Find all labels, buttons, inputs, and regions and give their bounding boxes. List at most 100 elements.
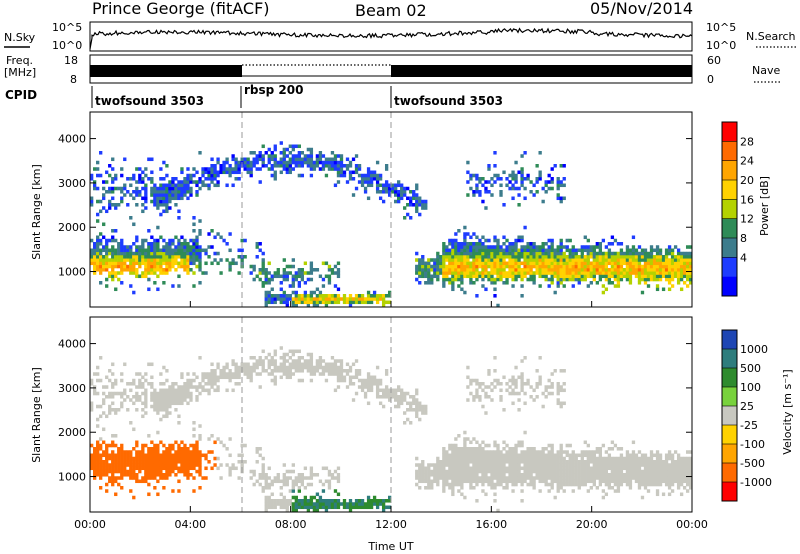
power-cell	[502, 261, 506, 266]
power-cell	[93, 242, 97, 246]
power-cell	[135, 167, 139, 171]
velocity-cell	[397, 395, 401, 399]
power-cell	[357, 300, 362, 305]
velocity-colorbar-swatch	[722, 463, 737, 483]
power-cell	[282, 151, 286, 155]
power-cell	[667, 287, 672, 292]
power-cell	[655, 287, 660, 292]
velocity-cell	[655, 489, 660, 493]
power-cell	[273, 297, 277, 301]
velocity-cell	[363, 391, 368, 396]
power-cell	[243, 255, 247, 259]
power-cell	[559, 274, 563, 279]
power-cell	[550, 264, 554, 269]
power-cell	[496, 245, 500, 249]
power-cell	[448, 242, 452, 246]
power-cell	[679, 258, 684, 262]
power-cell	[676, 258, 681, 262]
power-cell	[312, 268, 317, 272]
velocity-cell	[246, 369, 250, 373]
power-cell	[529, 242, 533, 246]
velocity-cell	[469, 453, 473, 458]
velocity-cell	[321, 365, 326, 370]
velocity-cell	[607, 460, 612, 464]
power-cell	[487, 167, 491, 171]
power-cell	[180, 170, 184, 175]
power-ytick-label: 2000	[58, 221, 86, 234]
power-cell	[586, 261, 590, 266]
velocity-cell	[360, 499, 365, 503]
velocity-cell	[586, 450, 590, 454]
velocity-cell	[174, 453, 178, 458]
velocity-cell	[454, 469, 458, 474]
power-cell	[673, 274, 678, 279]
velocity-cell	[592, 460, 596, 464]
velocity-cell	[658, 476, 663, 480]
velocity-cell	[387, 388, 392, 393]
velocity-cell	[267, 486, 271, 490]
power-cell	[201, 170, 205, 175]
velocity-cell	[604, 476, 609, 480]
power-cell	[297, 154, 301, 158]
power-cell	[472, 251, 476, 256]
power-cell	[297, 157, 301, 162]
power-cell	[595, 245, 599, 249]
velocity-cell	[276, 499, 280, 503]
power-cell	[147, 261, 151, 266]
power-cell	[631, 268, 636, 272]
power-cell	[415, 206, 419, 210]
velocity-cell	[198, 486, 202, 490]
velocity-cell	[120, 486, 124, 490]
power-cell	[222, 164, 226, 168]
power-cell	[412, 193, 416, 197]
velocity-cell	[649, 473, 654, 477]
velocity-cell	[415, 473, 419, 477]
velocity-cell	[324, 369, 329, 373]
power-cell	[99, 255, 103, 259]
velocity-cell	[147, 476, 151, 480]
power-cell	[475, 255, 479, 259]
velocity-cell	[427, 482, 431, 487]
velocity-cell	[348, 369, 353, 373]
velocity-cell	[180, 450, 184, 454]
velocity-cell	[114, 408, 118, 412]
velocity-cell	[228, 437, 232, 441]
power-cell	[102, 193, 106, 197]
velocity-cell	[159, 456, 163, 461]
power-cell	[508, 261, 512, 266]
velocity-cell	[315, 508, 320, 513]
velocity-cell	[153, 463, 157, 467]
velocity-cell	[517, 398, 521, 402]
velocity-cell	[562, 476, 566, 480]
power-cell	[219, 235, 223, 240]
power-cell	[511, 248, 515, 253]
velocity-cell	[195, 385, 199, 389]
power-cell	[168, 248, 172, 253]
velocity-cell	[132, 427, 136, 432]
power-cell	[589, 271, 593, 275]
power-cell	[568, 274, 572, 279]
power-cell	[535, 245, 539, 249]
velocity-cell	[177, 450, 181, 454]
power-cell	[375, 297, 380, 301]
power-cell	[195, 251, 199, 256]
velocity-cell	[165, 414, 169, 419]
power-cell	[682, 258, 687, 262]
power-cell	[619, 242, 624, 246]
power-cell	[96, 173, 100, 178]
velocity-cell	[559, 388, 563, 393]
power-cell	[427, 281, 431, 285]
power-cell	[168, 190, 172, 194]
power-cell	[153, 264, 157, 269]
velocity-cell	[643, 476, 648, 480]
power-cell	[649, 248, 654, 253]
power-cell	[427, 271, 431, 275]
power-cell	[664, 277, 669, 282]
velocity-cell	[553, 495, 557, 500]
velocity-cell	[451, 486, 455, 490]
velocity-cell	[294, 505, 298, 510]
velocity-cell	[655, 482, 660, 487]
velocity-cell	[451, 473, 455, 477]
power-cell	[421, 264, 425, 269]
velocity-cell	[451, 479, 455, 484]
